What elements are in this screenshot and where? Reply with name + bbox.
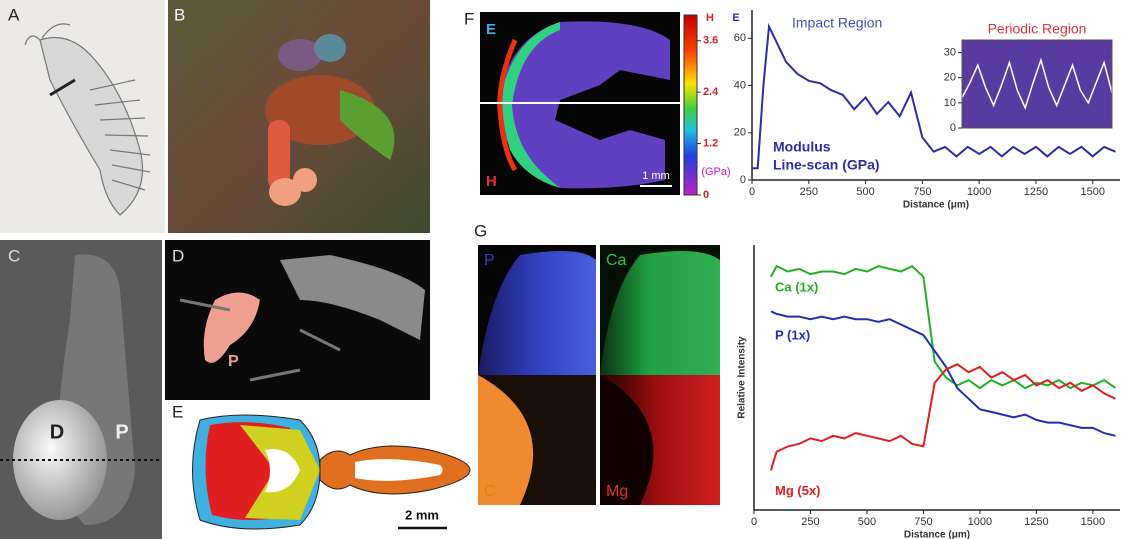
annotation: Impact Region bbox=[792, 15, 882, 31]
x-axis-label: Distance (μm) bbox=[904, 530, 970, 539]
y-tick-label: 20 bbox=[944, 72, 956, 84]
x-tick-label: 1000 bbox=[968, 516, 992, 528]
y-tick-label: 0 bbox=[740, 174, 746, 186]
panel-label: C bbox=[8, 246, 20, 265]
figure: A B C D P D D P E 2 mm F E H bbox=[0, 0, 1128, 539]
x-tick-label: 0 bbox=[749, 186, 755, 198]
x-tick-label: 1250 bbox=[1024, 516, 1048, 528]
colorbar-tick-label: 2.4 bbox=[703, 86, 719, 98]
scale-bar-label: 1 mm bbox=[642, 170, 670, 182]
colorbar-label: E bbox=[732, 12, 739, 24]
x-tick-label: 1250 bbox=[1024, 186, 1048, 198]
series-label: Ca (1x) bbox=[775, 280, 818, 295]
x-tick-label: 0 bbox=[751, 516, 757, 528]
colorbar-unit: (GPa) bbox=[701, 166, 730, 178]
map-label: Ca bbox=[606, 252, 627, 269]
x-tick-label: 250 bbox=[800, 186, 818, 198]
series-line bbox=[771, 266, 1116, 388]
x-tick-label: 1500 bbox=[1080, 186, 1104, 198]
panel-label: F bbox=[464, 9, 474, 28]
panel-label: D bbox=[172, 246, 184, 265]
y-tick-label: 40 bbox=[734, 79, 746, 91]
x-axis-label: Distance (μm) bbox=[903, 200, 969, 211]
colorbar bbox=[684, 15, 697, 195]
region-label: P bbox=[228, 353, 239, 370]
inset-title: Periodic Region bbox=[988, 21, 1087, 37]
y-tick-label: 20 bbox=[734, 127, 746, 139]
panel-label: E bbox=[172, 402, 183, 421]
annotation: Line-scan (GPa) bbox=[773, 157, 880, 173]
map-label: H bbox=[486, 173, 497, 190]
colorbar-label: H bbox=[706, 12, 714, 24]
x-tick-label: 500 bbox=[856, 186, 874, 198]
map-label: P bbox=[484, 252, 495, 269]
x-tick-label: 1000 bbox=[967, 186, 991, 198]
region-label: P bbox=[115, 421, 128, 443]
panel-label: B bbox=[174, 5, 185, 24]
panel-label: A bbox=[8, 5, 20, 24]
series-label: Mg (5x) bbox=[775, 483, 821, 498]
panel-label: G bbox=[474, 221, 487, 240]
map-label: E bbox=[486, 21, 496, 38]
colorbar-tick-label: 0 bbox=[703, 189, 709, 201]
annotation: Modulus bbox=[773, 139, 831, 155]
y-tick-label: 0 bbox=[950, 122, 956, 134]
x-tick-label: 250 bbox=[801, 516, 819, 528]
series-label: P (1x) bbox=[775, 327, 810, 342]
region-label: D bbox=[204, 331, 216, 348]
colorbar-tick-label: 3.6 bbox=[703, 35, 718, 47]
y-tick-label: 60 bbox=[734, 32, 746, 44]
map-label: C bbox=[484, 483, 496, 500]
map-label: Mg bbox=[606, 483, 628, 500]
y-tick-label: 10 bbox=[944, 97, 956, 109]
x-tick-label: 500 bbox=[858, 516, 876, 528]
x-tick-label: 750 bbox=[914, 516, 932, 528]
y-axis-label: Relative Intensity bbox=[737, 336, 748, 419]
x-tick-label: 750 bbox=[913, 186, 931, 198]
scale-bar-label: 2 mm bbox=[405, 507, 439, 522]
series-line bbox=[771, 364, 1116, 470]
y-tick-label: 30 bbox=[944, 46, 956, 58]
x-tick-label: 1500 bbox=[1081, 516, 1105, 528]
region-label: D bbox=[50, 421, 64, 443]
colorbar-tick-label: 1.2 bbox=[703, 137, 718, 149]
